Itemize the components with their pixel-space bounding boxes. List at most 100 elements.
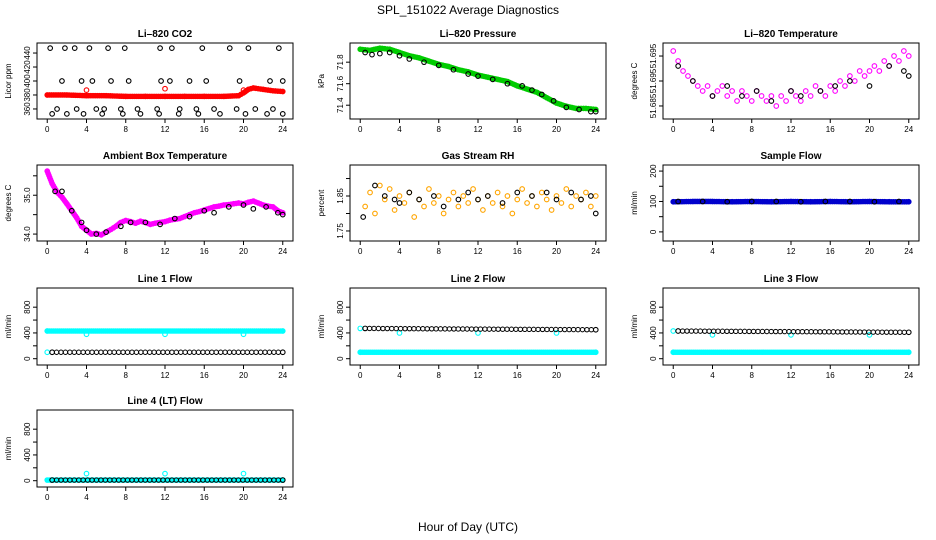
series-black [49, 477, 286, 483]
data-point [157, 221, 163, 228]
data-point [211, 209, 217, 216]
data-point [176, 106, 183, 112]
data-point [279, 78, 286, 84]
data-point [191, 349, 197, 355]
x-tick-label: 8 [750, 371, 755, 380]
panel-6: Sample Flow ml/min 0 4 8 12 16 20 24 0 100 200 [630, 151, 920, 256]
x-tick-label: 0 [358, 371, 363, 380]
data-point [706, 328, 712, 334]
data-point [465, 189, 472, 196]
data-point [147, 349, 153, 355]
y-tick-label: 380 [23, 88, 32, 102]
data-point [802, 88, 809, 94]
x-tick-label: 0 [671, 125, 676, 134]
x-tick-label: 16 [513, 125, 522, 134]
x-tick-label: 12 [787, 125, 796, 134]
series-red [83, 85, 247, 93]
data-point [391, 196, 398, 203]
series-magenta [670, 48, 912, 109]
data-point [182, 349, 188, 355]
x-tick-label: 20 [552, 125, 561, 134]
data-point [62, 45, 68, 51]
data-point [741, 328, 748, 335]
data-point [842, 83, 848, 89]
data-point [138, 349, 144, 355]
data-point [704, 83, 711, 89]
x-tick-label: 24 [904, 371, 913, 380]
data-point [861, 329, 868, 335]
data-point [233, 106, 240, 112]
data-point [59, 188, 65, 195]
x-tick-label: 4 [710, 371, 715, 380]
data-point [377, 50, 383, 57]
data-point [781, 328, 788, 335]
data-point [460, 193, 467, 199]
data-point [186, 78, 193, 84]
x-tick-label: 24 [904, 247, 913, 256]
data-point [446, 326, 453, 332]
data-point [389, 325, 395, 332]
data-point [83, 227, 90, 234]
data-point [67, 349, 73, 355]
data-point [477, 326, 484, 332]
data-point [847, 78, 853, 84]
series-group [670, 48, 912, 109]
data-point [486, 326, 493, 332]
y-tick-label: 0 [649, 356, 658, 361]
data-point [279, 328, 286, 334]
data-point [68, 207, 75, 214]
x-tick-label: 24 [278, 247, 287, 256]
y-axis-label: ml/min [4, 315, 13, 339]
data-point [117, 223, 124, 230]
data-point [252, 106, 259, 112]
data-point [367, 189, 373, 196]
series-group [44, 45, 286, 117]
data-point [78, 219, 85, 226]
x-tick-label: 24 [591, 371, 600, 380]
x-tick-label: 4 [397, 371, 402, 380]
data-point [411, 214, 418, 220]
data-point [675, 58, 681, 64]
x-tick-label: 20 [239, 371, 248, 380]
data-point [416, 196, 422, 203]
data-point [743, 93, 750, 99]
x-tick-label: 12 [474, 371, 483, 380]
data-point [592, 193, 599, 199]
data-point [724, 83, 731, 89]
x-tick-label: 0 [45, 371, 50, 380]
data-point [812, 83, 819, 89]
data-point [78, 78, 85, 84]
y-axis-label: ml/min [630, 315, 639, 339]
data-point [905, 349, 912, 356]
data-point [592, 210, 599, 217]
data-point [734, 98, 740, 104]
y-tick-label: 71.8 [336, 54, 345, 70]
y-tick-label: 420 [23, 60, 32, 74]
data-point [270, 106, 276, 112]
data-point [579, 326, 586, 333]
data-point [550, 98, 557, 104]
data-point [847, 198, 853, 205]
x-tick-label: 8 [437, 125, 442, 134]
data-point [764, 328, 770, 335]
y-tick-label: 400 [23, 326, 32, 340]
data-point [553, 330, 560, 336]
x-tick-label: 4 [710, 125, 715, 134]
series-group [357, 45, 599, 115]
x-tick-label: 24 [591, 247, 600, 256]
data-point [84, 349, 91, 355]
data-point [433, 326, 439, 332]
x-tick-label: 12 [161, 493, 170, 502]
data-point [225, 204, 232, 210]
data-point [384, 325, 391, 332]
series-group [44, 168, 286, 238]
data-point [482, 326, 488, 332]
data-point [778, 93, 785, 99]
data-point [817, 329, 823, 335]
data-point [406, 56, 413, 62]
data-point [773, 198, 780, 205]
y-tick-label: 440 [23, 46, 32, 60]
data-point [739, 88, 745, 94]
